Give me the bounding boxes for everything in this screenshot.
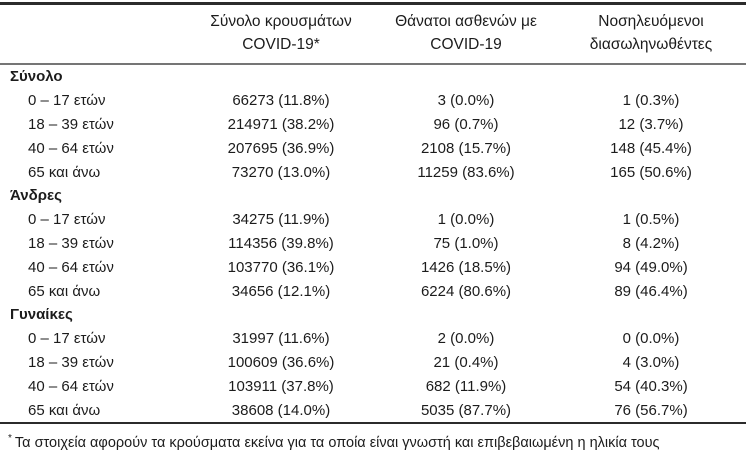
deaths-cell: 75 (1.0%)	[433, 234, 499, 252]
intubated-cell: 89 (46.4%)	[614, 282, 688, 300]
column-header-intubated-line1: Νοσηλευόμενοι	[598, 13, 704, 30]
table-footnote: * Τα στοιχεία αφορούν τα κρούσματα εκείνα…	[0, 421, 746, 453]
cases-cell: 38608 (14.0%)	[231, 401, 331, 419]
section-header-row-women: Γυναίκες	[0, 303, 746, 327]
empty-header-cell	[0, 3, 186, 65]
column-header-cases-line2: COVID-19*	[242, 36, 320, 53]
deaths-cell: 1 (0.0%)	[437, 211, 495, 229]
cases-cell: 66273 (11.8%)	[232, 92, 330, 110]
table-row: 40 – 64 ετών 207695 (36.9%) 2108 (15.7%)…	[0, 136, 746, 160]
row-label-cell: 40 – 64 ετών	[28, 258, 114, 276]
deaths-cell: 96 (0.7%)	[433, 115, 499, 133]
cases-cell: 114356 (39.8%)	[228, 234, 334, 252]
intubated-cell: 54 (40.3%)	[614, 377, 688, 395]
table-row: 18 – 39 ετών 214971 (38.2%) 96 (0.7%) 12…	[0, 113, 746, 137]
empty-cell	[376, 303, 556, 327]
deaths-cell: 3 (0.0%)	[437, 92, 495, 110]
empty-cell	[376, 64, 556, 89]
table-row: 40 – 64 ετών 103770 (36.1%) 1426 (18.5%)…	[0, 255, 746, 279]
intubated-cell: 165 (50.6%)	[610, 163, 692, 181]
section-label-total: Σύνολο	[10, 68, 63, 86]
column-header-intubated-line2: διασωληνωθέντες	[589, 36, 713, 53]
table-row: 18 – 39 ετών 114356 (39.8%) 75 (1.0%) 8 …	[0, 232, 746, 256]
column-header-deaths: Θάνατοι ασθενών με COVID-19	[376, 3, 556, 65]
deaths-cell: 21 (0.4%)	[433, 353, 499, 371]
table-body: Σύνολο 0 – 17 ετών 66273 (11.8%) 3 (0.0%…	[0, 64, 746, 422]
table-header: Σύνολο κρουσμάτων COVID-19* Θάνατοι ασθε…	[0, 3, 746, 65]
column-header-cases-line1: Σύνολο κρουσμάτων	[210, 13, 352, 30]
deaths-cell: 6224 (80.6%)	[420, 282, 512, 300]
table-row: 0 – 17 ετών 31997 (11.6%) 2 (0.0%) 0 (0.…	[0, 327, 746, 351]
deaths-cell: 5035 (87.7%)	[420, 401, 512, 419]
table-row: 65 και άνω 73270 (13.0%) 11259 (83.6%) 1…	[0, 160, 746, 184]
footnote-asterisk: *	[8, 432, 12, 444]
intubated-cell: 1 (0.3%)	[622, 92, 680, 110]
cases-cell: 207695 (36.9%)	[227, 139, 335, 157]
section-label-men: Άνδρες	[10, 187, 62, 205]
table-row: 18 – 39 ετών 100609 (36.6%) 21 (0.4%) 4 …	[0, 351, 746, 375]
column-header-intubated: Νοσηλευόμενοι διασωληνωθέντες	[556, 3, 746, 65]
cases-cell: 34656 (12.1%)	[231, 282, 331, 300]
deaths-cell: 682 (11.9%)	[425, 377, 507, 395]
empty-cell	[556, 184, 746, 208]
row-label-cell: 18 – 39 ετών	[28, 234, 114, 252]
cases-cell: 214971 (38.2%)	[227, 115, 335, 133]
row-label-cell: 0 – 17 ετών	[28, 92, 106, 110]
intubated-cell: 12 (3.7%)	[618, 115, 684, 133]
cases-cell: 34275 (11.9%)	[232, 211, 330, 229]
deaths-cell: 2 (0.0%)	[437, 330, 495, 348]
cases-cell: 73270 (13.0%)	[231, 163, 331, 181]
intubated-cell: 4 (3.0%)	[622, 353, 680, 371]
row-label-cell: 40 – 64 ετών	[28, 139, 114, 157]
cases-cell: 103911 (37.8%)	[228, 377, 334, 395]
row-label-cell: 18 – 39 ετών	[28, 353, 114, 371]
section-header-row-total: Σύνολο	[0, 64, 746, 89]
empty-cell	[186, 184, 376, 208]
header-row: Σύνολο κρουσμάτων COVID-19* Θάνατοι ασθε…	[0, 3, 746, 65]
section-label-women: Γυναίκες	[10, 306, 73, 324]
row-label-cell: 40 – 64 ετών	[28, 377, 114, 395]
intubated-cell: 8 (4.2%)	[622, 234, 680, 252]
row-label-cell: 65 και άνω	[28, 163, 101, 181]
table-row: 65 και άνω 34656 (12.1%) 6224 (80.6%) 89…	[0, 279, 746, 303]
intubated-cell: 76 (56.7%)	[614, 401, 688, 419]
intubated-cell: 1 (0.5%)	[622, 211, 680, 229]
table-row: 0 – 17 ετών 66273 (11.8%) 3 (0.0%) 1 (0.…	[0, 89, 746, 113]
deaths-cell: 1426 (18.5%)	[420, 258, 512, 276]
table-row: 65 και άνω 38608 (14.0%) 5035 (87.7%) 76…	[0, 398, 746, 422]
empty-cell	[186, 303, 376, 327]
deaths-cell: 2108 (15.7%)	[420, 139, 512, 157]
table-row: 40 – 64 ετών 103911 (37.8%) 682 (11.9%) …	[0, 374, 746, 398]
row-label-cell: 65 και άνω	[28, 282, 101, 300]
row-label-cell: 0 – 17 ετών	[28, 211, 106, 229]
row-label-cell: 0 – 17 ετών	[28, 330, 106, 348]
row-label-cell: 18 – 39 ετών	[28, 115, 114, 133]
intubated-cell: 0 (0.0%)	[622, 330, 680, 348]
row-label-cell: 65 και άνω	[28, 401, 101, 419]
table-row: 0 – 17 ετών 34275 (11.9%) 1 (0.0%) 1 (0.…	[0, 208, 746, 232]
section-header-row-men: Άνδρες	[0, 184, 746, 208]
empty-cell	[556, 303, 746, 327]
column-header-deaths-line1: Θάνατοι ασθενών με	[395, 13, 537, 30]
cases-cell: 103770 (36.1%)	[227, 258, 335, 276]
cases-cell: 100609 (36.6%)	[227, 353, 335, 371]
intubated-cell: 94 (49.0%)	[614, 258, 688, 276]
column-header-cases: Σύνολο κρουσμάτων COVID-19*	[186, 3, 376, 65]
column-header-deaths-line2: COVID-19	[430, 36, 502, 53]
empty-cell	[376, 184, 556, 208]
empty-cell	[556, 64, 746, 89]
empty-cell	[186, 64, 376, 89]
cases-cell: 31997 (11.6%)	[232, 330, 330, 348]
intubated-cell: 148 (45.4%)	[610, 139, 692, 157]
covid-age-stats-table: Σύνολο κρουσμάτων COVID-19* Θάνατοι ασθε…	[0, 2, 746, 422]
footnote-text: Τα στοιχεία αφορούν τα κρούσματα εκείνα …	[14, 434, 660, 451]
deaths-cell: 11259 (83.6%)	[417, 163, 515, 181]
